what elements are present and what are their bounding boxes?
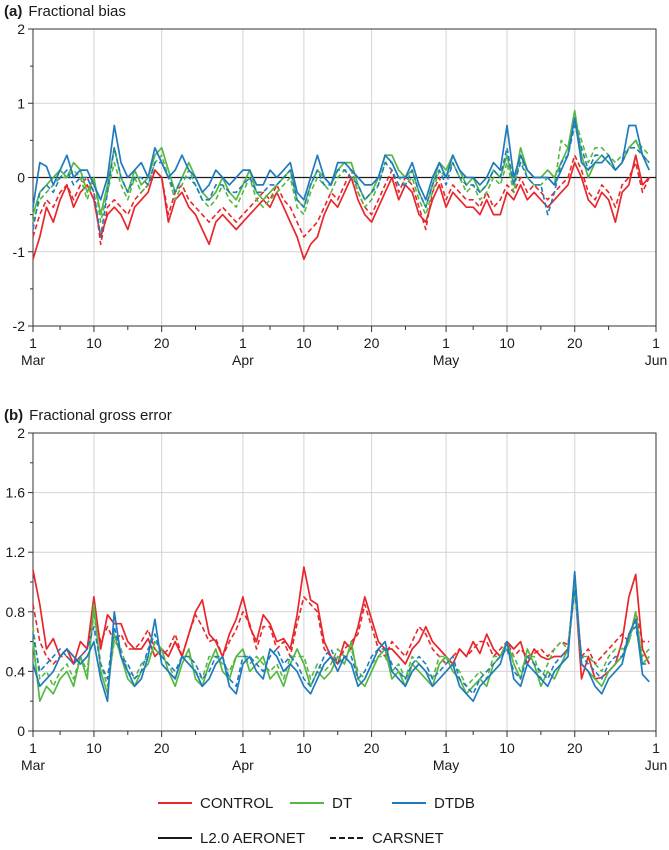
legend-label-dt: DT (332, 795, 352, 812)
x-tick-label: 10 (296, 740, 312, 756)
series-line-control-carsnet (32, 588, 650, 665)
x-tick-label: 1 (652, 740, 660, 756)
legend-label-dtdb: DTDB (434, 795, 475, 812)
x-month-label: Mar (21, 757, 45, 773)
x-tick-label: 20 (567, 740, 583, 756)
panel-title: (b) Fractional gross error (4, 407, 172, 424)
x-month-label: Jun (645, 352, 668, 368)
y-tick-label: -1 (13, 244, 26, 260)
x-tick-label: 1 (442, 335, 450, 351)
y-tick-label: 0 (17, 723, 25, 739)
x-tick-label: 1 (29, 335, 37, 351)
x-tick-label: 1 (239, 740, 247, 756)
x-tick-label: 10 (499, 740, 515, 756)
series-line-dtdb-carsnet (32, 588, 650, 695)
plot-frame (32, 432, 657, 732)
y-tick-label: 2 (17, 425, 25, 441)
x-tick-label: 10 (296, 335, 312, 351)
y-tick-label: 2 (17, 21, 25, 37)
x-tick-label: 20 (567, 335, 583, 351)
x-month-label: May (433, 757, 459, 773)
series-group (32, 109, 650, 261)
series-group (32, 566, 650, 703)
y-tick-label: 0.4 (6, 663, 26, 679)
x-month-label: May (433, 352, 459, 368)
x-tick-label: 20 (364, 740, 380, 756)
x-tick-label: 1 (29, 740, 37, 756)
x-tick-label: 20 (154, 740, 170, 756)
panel-fractional-gross-error: (b) Fractional gross error 0 0.4 0.8 1.2 1.6 2 1… (4, 407, 667, 773)
series-line-control-carsnet (32, 154, 650, 246)
y-tick-label: 1 (17, 95, 25, 111)
legend: CONTROL DT DTDB L2.0 AERONET CARSNET (158, 795, 475, 847)
x-tick-label: 1 (239, 335, 247, 351)
series-line-dt-aeronet (32, 109, 650, 216)
series-line-dtdb-aeronet (32, 117, 650, 208)
legend-label-control: CONTROL (200, 795, 273, 812)
x-tick-label: 1 (652, 335, 660, 351)
legend-label-aeronet: L2.0 AERONET (200, 830, 305, 847)
series-line-dt-carsnet (32, 117, 650, 223)
x-tick-label: 20 (154, 335, 170, 351)
panel-fractional-bias: (a) Fractional bias -2 -1 0 1 2 1 10 20 1 10 20 1 10 20… (4, 3, 667, 368)
series-line-dt-aeronet (32, 581, 650, 703)
y-tick-label: 0 (17, 170, 25, 186)
series-line-dt-carsnet (32, 588, 650, 688)
panel-letter: (a) (4, 3, 22, 20)
panel-title: (a) Fractional bias (4, 3, 126, 20)
x-tick-label: 10 (499, 335, 515, 351)
series-line-control-aeronet (32, 566, 650, 680)
y-tick-label: 1.6 (6, 485, 26, 501)
series-line-control-aeronet (32, 154, 650, 261)
series-line-dtdb-carsnet (32, 124, 650, 238)
y-tick-label: 1.2 (6, 544, 26, 560)
x-month-label: Apr (232, 757, 254, 773)
panel-title-text: Fractional bias (28, 3, 126, 20)
x-tick-label: 10 (86, 740, 102, 756)
x-month-label: Apr (232, 352, 254, 368)
y-tick-label: -2 (13, 318, 26, 334)
x-month-label: Jun (645, 757, 668, 773)
x-tick-label: 10 (86, 335, 102, 351)
y-tick-label: 0.8 (6, 604, 26, 620)
x-tick-label: 1 (442, 740, 450, 756)
x-tick-label: 20 (364, 335, 380, 351)
x-month-label: Mar (21, 352, 45, 368)
panel-letter: (b) (4, 407, 23, 424)
panel-title-text: Fractional gross error (29, 407, 172, 424)
legend-label-carsnet: CARSNET (372, 830, 444, 847)
series-line-dtdb-aeronet (32, 570, 650, 703)
